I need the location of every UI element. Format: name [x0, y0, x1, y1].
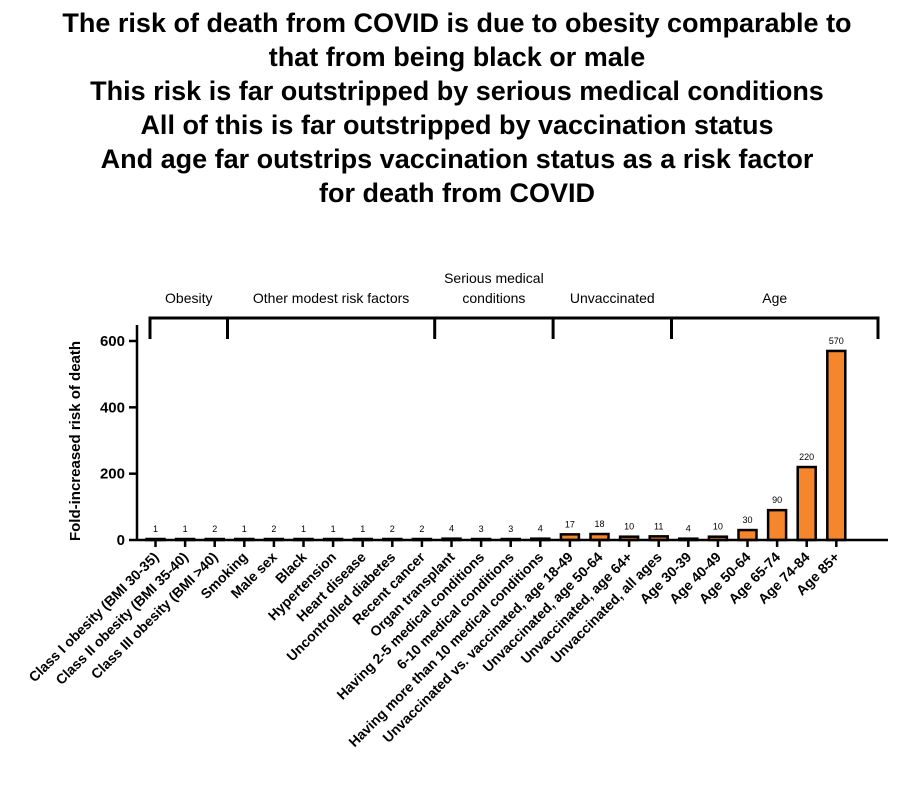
bar-value-label: 17: [565, 519, 575, 529]
bar-value-label: 1: [360, 524, 365, 534]
bar-value-label: 10: [713, 522, 723, 532]
bar-value-label: 30: [742, 515, 752, 525]
y-tick-label: 0: [117, 532, 125, 549]
title-line-1: The risk of death from COVID is due to o…: [62, 8, 852, 38]
title-line-5: And age far outstrips vaccination status…: [100, 144, 814, 174]
x-tick-label: Class II obesity (BMI 35-40): [52, 549, 191, 688]
title-line-3: This risk is far outstripped by serious …: [90, 76, 824, 106]
bar-value-label: 2: [212, 524, 217, 534]
bar-value-label: 4: [538, 524, 543, 534]
bar-value-label: 11: [654, 521, 663, 531]
title-line-4: All of this is far outstripped by vaccin…: [140, 110, 774, 140]
bar-value-label: 3: [508, 524, 513, 534]
bar-value-label: 1: [153, 524, 158, 534]
y-tick-label: 200: [100, 466, 125, 483]
bar: [766, 508, 788, 542]
bar-value-label: 90: [772, 495, 782, 505]
bar-value-label: 4: [686, 524, 691, 534]
group-label: Age: [762, 290, 787, 306]
bar-value-label: 2: [419, 524, 424, 534]
group-label: Obesity: [165, 290, 212, 306]
chart-title: The risk of death from COVID is due to o…: [0, 6, 914, 210]
y-tick-label: 400: [100, 399, 125, 416]
group-label: Other modest risk factors: [253, 290, 409, 306]
bar: [737, 528, 758, 542]
title-line-2: that from being black or male: [268, 42, 646, 72]
bar: [796, 465, 817, 542]
group-brackets: Obesity Other modest risk factors Serious …: [148, 270, 880, 339]
bar-value-label: 1: [331, 524, 336, 534]
bar-value-label: 1: [242, 524, 247, 534]
x-tick-label: Class III obesity (BMI >40): [88, 549, 221, 682]
bar-value-label: 3: [479, 524, 484, 534]
group-label: Unvaccinated: [570, 290, 655, 306]
bar-value-label: 2: [271, 524, 276, 534]
bar-value-label: 4: [449, 524, 454, 534]
bar: [826, 349, 847, 542]
bar-value-label: 570: [829, 336, 844, 346]
bar-value-label: 1: [301, 524, 306, 534]
y-tick-label: 600: [100, 333, 125, 350]
bar-value-label: 220: [799, 452, 814, 462]
bar-value-label: 1: [183, 524, 188, 534]
title-line-6: for death from COVID: [318, 178, 595, 208]
y-axis-label: Fold-increased risk of death: [67, 341, 84, 541]
bar-value-label: 10: [624, 522, 634, 532]
group-label: Serious medical conditions: [444, 270, 544, 306]
bar-value-label: 18: [594, 519, 604, 529]
bar-value-label: 2: [390, 524, 395, 534]
